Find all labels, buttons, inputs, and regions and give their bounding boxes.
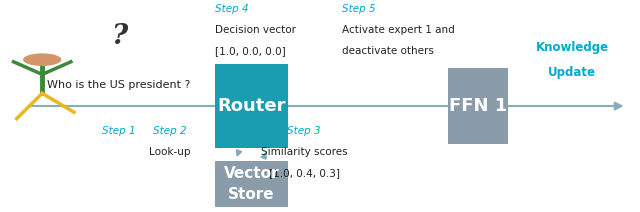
Text: Similarity scores: Similarity scores (260, 147, 348, 157)
FancyBboxPatch shape (448, 68, 508, 144)
Text: Vector
Store: Vector Store (223, 166, 279, 202)
Text: Who is the US president ?: Who is the US president ? (47, 80, 191, 90)
Text: Step 4: Step 4 (214, 4, 248, 14)
Text: ?: ? (111, 23, 127, 50)
Text: Decision vector: Decision vector (214, 25, 296, 35)
FancyBboxPatch shape (214, 161, 288, 207)
Text: deactivate others: deactivate others (342, 46, 434, 56)
Text: Step 1: Step 1 (102, 126, 136, 136)
FancyBboxPatch shape (214, 64, 288, 148)
Text: Activate expert 1 and: Activate expert 1 and (342, 25, 455, 35)
Text: Knowledge: Knowledge (536, 40, 609, 53)
Text: Step 2: Step 2 (153, 126, 187, 136)
Text: Update: Update (548, 66, 596, 79)
Text: [1.0, 0.4, 0.3]: [1.0, 0.4, 0.3] (269, 168, 340, 178)
Text: FFN 1: FFN 1 (449, 97, 507, 115)
Text: Step 3: Step 3 (287, 126, 321, 136)
Text: Router: Router (217, 97, 285, 115)
Circle shape (23, 53, 61, 66)
Text: Look-up: Look-up (149, 147, 191, 157)
Text: Step 5: Step 5 (342, 4, 376, 14)
Text: [1.0, 0.0, 0.0]: [1.0, 0.0, 0.0] (214, 46, 285, 56)
